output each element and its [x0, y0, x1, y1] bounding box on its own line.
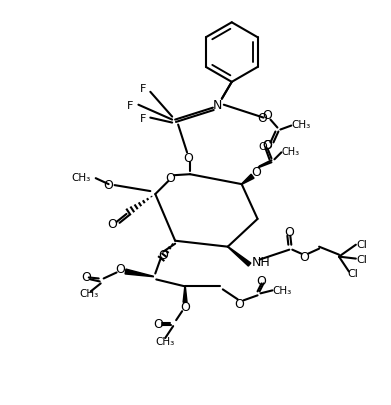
Text: O: O [108, 218, 118, 231]
Text: O: O [262, 109, 273, 122]
Text: O: O [165, 171, 175, 184]
Text: CH₃: CH₃ [72, 173, 91, 183]
Text: O: O [235, 297, 245, 310]
Text: F: F [140, 113, 147, 123]
Text: O: O [116, 262, 126, 275]
Polygon shape [125, 269, 153, 277]
Text: O: O [252, 165, 262, 178]
Text: O: O [180, 300, 190, 313]
Text: O: O [158, 249, 168, 262]
Text: O: O [299, 250, 309, 264]
Polygon shape [228, 247, 251, 266]
Text: CH₃: CH₃ [282, 147, 300, 157]
Text: CH₃: CH₃ [291, 119, 310, 129]
Polygon shape [242, 175, 254, 185]
Text: F: F [140, 83, 147, 94]
Text: O: O [284, 226, 294, 239]
Text: O: O [262, 139, 273, 151]
Text: CH₃: CH₃ [273, 286, 292, 296]
Text: CH₃: CH₃ [79, 289, 99, 298]
Text: Cl: Cl [357, 239, 368, 249]
Text: F: F [127, 100, 134, 111]
Text: O: O [258, 142, 267, 152]
Polygon shape [183, 287, 187, 303]
Text: Cl: Cl [357, 254, 368, 264]
Text: CH₃: CH₃ [156, 336, 175, 346]
Text: O: O [262, 139, 273, 151]
Text: NH: NH [251, 256, 270, 269]
Text: O: O [256, 274, 266, 287]
Text: O: O [258, 112, 267, 125]
Text: O: O [183, 151, 193, 164]
Text: O: O [104, 178, 113, 191]
Text: N: N [213, 99, 222, 112]
Text: O: O [81, 270, 91, 283]
Text: O: O [153, 317, 163, 330]
Text: Cl: Cl [347, 269, 358, 279]
